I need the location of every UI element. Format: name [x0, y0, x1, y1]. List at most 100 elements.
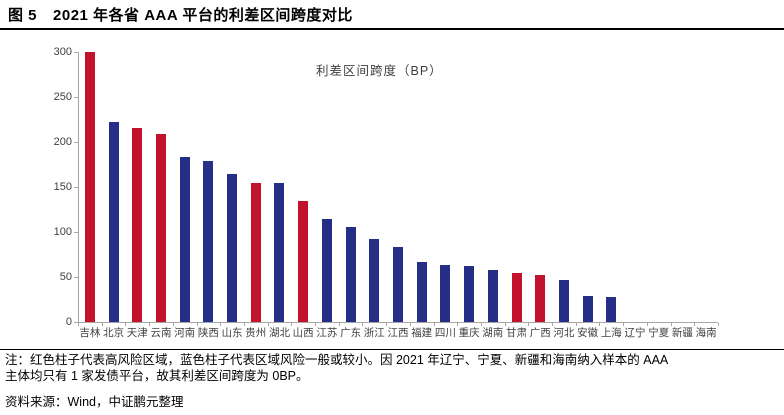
bar-slot-湖南	[481, 52, 505, 322]
x-label-江苏: 江苏	[316, 327, 338, 339]
bar-slot-山东	[220, 52, 244, 322]
bar-陕西	[203, 160, 214, 322]
x-label-江西: 江西	[387, 327, 409, 339]
y-tick-mark	[74, 52, 78, 53]
x-tick-mark	[694, 323, 696, 326]
x-label-山东: 山东	[221, 327, 243, 339]
bars-area	[78, 52, 718, 322]
bar-slot-广西	[528, 52, 552, 322]
x-tick-mark	[362, 323, 364, 326]
bar-slot-海南	[694, 52, 718, 322]
bar-江苏	[321, 218, 332, 322]
chart-series-label: 利差区间跨度（BP）	[316, 64, 443, 78]
bar-slot-安徽	[576, 52, 600, 322]
footnote-block: 注：红色柱子代表高风险区域，蓝色柱子代表区域风险一般或较小。因 2021 年辽宁…	[5, 352, 779, 410]
bar-slot-甘肃	[505, 52, 529, 322]
bar-天津	[132, 127, 143, 322]
bar-河北	[558, 279, 569, 322]
x-tick-mark	[433, 323, 435, 326]
bar-山东	[227, 174, 238, 322]
bar-云南	[155, 133, 166, 322]
x-tick-mark	[267, 323, 269, 326]
bar-slot-宁夏	[647, 52, 671, 322]
x-tick-mark	[101, 323, 103, 326]
bar-slot-河南	[173, 52, 197, 322]
x-tick-mark	[172, 323, 174, 326]
x-label-河南: 河南	[174, 327, 196, 339]
bar-slot-重庆	[457, 52, 481, 322]
x-tick-mark	[243, 323, 245, 326]
x-axis-line	[78, 322, 718, 323]
bar-四川	[440, 265, 451, 322]
x-axis-category-labels: 吉林 北京 天津 云南 河南 陕西 山东 贵州 湖北 山西 江苏 广东 浙江 江西 福建 四川 重庆 湖南 甘肃 广西…	[78, 327, 718, 340]
bar-重庆	[464, 266, 475, 322]
x-tick-mark	[528, 323, 530, 326]
y-axis-line	[78, 52, 79, 322]
x-tick-mark	[291, 323, 293, 326]
bar-slot-上海	[599, 52, 623, 322]
x-label-云南: 云南	[150, 327, 172, 339]
x-tick-mark	[409, 323, 411, 326]
y-tick-label-200: 200	[53, 135, 72, 148]
x-tick-mark	[599, 323, 601, 326]
x-tick-mark	[552, 323, 554, 326]
note-divider-line	[0, 349, 784, 350]
x-label-安徽: 安徽	[577, 327, 599, 339]
x-tick-mark	[575, 323, 577, 326]
bar-浙江	[369, 239, 380, 322]
bar-slot-山西	[291, 52, 315, 322]
bar-slot-吉林	[78, 52, 102, 322]
y-tick-label-300: 300	[53, 45, 72, 58]
bar-slot-湖北	[268, 52, 292, 322]
x-label-陕西: 陕西	[197, 327, 219, 339]
bar-湖南	[487, 269, 498, 322]
x-label-甘肃: 甘肃	[506, 327, 527, 339]
x-label-四川: 四川	[434, 327, 456, 339]
x-tick-mark	[78, 323, 79, 326]
x-tick-mark	[220, 323, 222, 326]
footnote-line-2: 主体均只有 1 家发债平台，故其利差区间跨度为 0BP。	[5, 369, 309, 383]
y-tick-mark	[74, 277, 78, 278]
bar-slot-辽宁	[623, 52, 647, 322]
x-tick-mark	[338, 323, 340, 326]
bar-湖北	[274, 182, 285, 322]
y-tick-mark	[74, 232, 78, 233]
data-source-line: 资料来源：Wind，中证鹏元整理	[5, 395, 184, 409]
footnote-line-1: 注：红色柱子代表高风险区域，蓝色柱子代表区域风险一般或较小。因 2021 年辽宁…	[5, 353, 669, 367]
bar-山西	[298, 200, 309, 322]
bar-吉林	[84, 52, 95, 322]
figure-title-text: 2021 年各省 AAA 平台的利差区间跨度对比	[53, 7, 353, 24]
title-divider-line	[0, 28, 784, 30]
bar-slot-云南	[149, 52, 173, 322]
y-tick-label-150: 150	[53, 180, 72, 193]
x-label-北京: 北京	[103, 327, 125, 339]
y-tick-mark	[74, 142, 78, 143]
x-label-辽宁: 辽宁	[624, 327, 646, 339]
x-label-湖北: 湖北	[268, 327, 290, 339]
x-label-广西: 广西	[529, 327, 551, 339]
x-tick-mark	[315, 323, 317, 326]
x-tick-mark	[457, 323, 459, 326]
y-tick-mark	[74, 322, 78, 323]
bar-slot-江苏	[315, 52, 339, 322]
x-label-天津: 天津	[126, 327, 148, 339]
bar-上海	[606, 296, 617, 322]
x-label-吉林: 吉林	[79, 327, 101, 339]
x-tick-mark	[718, 323, 719, 326]
figure-title: 图 5 2021 年各省 AAA 平台的利差区间跨度对比	[8, 4, 778, 25]
x-label-贵州: 贵州	[245, 327, 267, 339]
x-tick-mark	[196, 323, 198, 326]
y-tick-label-100: 100	[53, 225, 72, 238]
bar-广东	[345, 226, 356, 322]
x-tick-mark	[386, 323, 388, 326]
bar-slot-新疆	[671, 52, 695, 322]
bar-slot-福建	[410, 52, 434, 322]
y-tick-label-50: 50	[59, 270, 72, 283]
bar-甘肃	[511, 273, 522, 322]
bar-安徽	[582, 295, 593, 322]
x-tick-mark	[670, 323, 672, 326]
x-label-新疆: 新疆	[671, 327, 693, 339]
bar-广西	[535, 275, 546, 322]
y-tick-label-0: 0	[65, 315, 72, 328]
